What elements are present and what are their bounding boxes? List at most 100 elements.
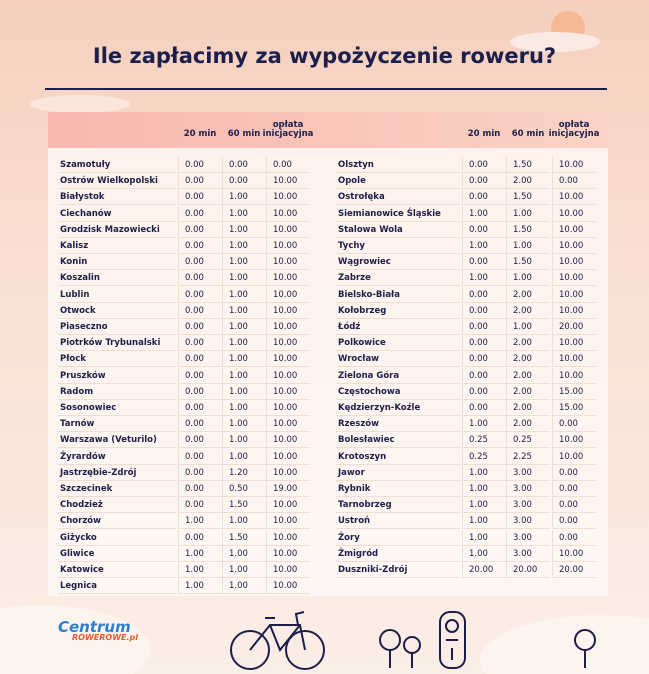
price-cell: 1.00 <box>222 189 266 206</box>
price-cell: 0.00 <box>552 173 596 190</box>
price-cell: 10.00 <box>266 513 310 530</box>
logo-domain: ROWEROWE.pl <box>72 633 139 642</box>
price-cell: 0.00 <box>552 513 596 530</box>
price-cell: 1.00 <box>222 221 266 238</box>
column-header: opłata inicjacyjna <box>548 120 600 139</box>
city-name: Wągrowiec <box>336 254 460 271</box>
price-cell: 10.00 <box>266 464 310 481</box>
column-header: 20 min <box>467 129 501 139</box>
city-name: Koszalin <box>58 270 176 287</box>
price-cell: 3.00 <box>506 513 550 530</box>
city-name: Pruszków <box>58 368 176 384</box>
price-cell: 1.00 <box>222 335 266 352</box>
price-cell: 10.00 <box>266 302 310 319</box>
city-name: Jawor <box>336 465 460 481</box>
city-name: Rybnik <box>336 481 460 497</box>
price-cell: 19.00 <box>266 481 310 497</box>
price-cell: 20.00 <box>552 562 596 578</box>
price-cell: 10.00 <box>266 432 310 449</box>
city-name: Jastrzębie-Zdrój <box>58 465 176 481</box>
price-cell: 10.00 <box>266 254 310 271</box>
price-cell: 15.00 <box>552 383 596 400</box>
city-name: Chorzów <box>58 513 176 530</box>
price-cell: 1.00 <box>222 367 266 384</box>
city-name: Tarnobrzeg <box>336 497 460 514</box>
price-cell: 10.00 <box>266 221 310 238</box>
cloud <box>510 32 600 52</box>
price-cell: 1.00 <box>222 545 266 562</box>
price-cell: 0.00 <box>178 416 222 433</box>
price-cell: 0.00 <box>178 286 222 303</box>
column-header: 60 min <box>511 129 545 139</box>
city-name: Katowice <box>58 562 176 578</box>
column-header: 60 min <box>227 129 261 139</box>
price-cell: 1.00 <box>178 513 222 530</box>
price-cell: 0.00 <box>462 335 506 352</box>
city-name: Żmigród <box>336 546 460 562</box>
city-name: Żyrardów <box>58 449 176 465</box>
price-cell: 3.00 <box>506 529 550 546</box>
price-cell: 10.00 <box>266 319 310 335</box>
price-cell: 0.00 <box>178 173 222 190</box>
price-cell: 0.00 <box>178 319 222 335</box>
price-cell: 0.00 <box>552 464 596 481</box>
price-cell: 10.00 <box>266 416 310 433</box>
price-cell: 0.00 <box>178 529 222 546</box>
price-cell: 3.00 <box>506 464 550 481</box>
price-cell: 1.00 <box>462 205 506 222</box>
price-cell: 1.00 <box>222 416 266 433</box>
city-name: Piotrków Trybunalski <box>58 335 176 352</box>
price-cell: 20.00 <box>506 562 550 578</box>
city-name: Piaseczno <box>58 319 176 335</box>
price-cell: 2.00 <box>506 335 550 352</box>
city-name: Bolesławiec <box>336 432 460 449</box>
price-cell: 0.00 <box>552 481 596 497</box>
city-name: Lublin <box>58 287 176 303</box>
price-cell: 10.00 <box>266 173 310 190</box>
city-name: Otwock <box>58 303 176 319</box>
price-cell: 1.00 <box>178 562 222 578</box>
price-cell: 1.50 <box>506 221 550 238</box>
city-name: Legnica <box>58 578 176 595</box>
city-name: Łódź <box>336 319 460 335</box>
price-cell: 0.00 <box>222 157 266 173</box>
city-name: Zabrze <box>336 270 460 287</box>
price-cell: 0.00 <box>462 221 506 238</box>
column-header: opłata inicjacyjna <box>262 120 314 139</box>
price-cell: 0.00 <box>552 416 596 433</box>
price-cell: 1.50 <box>506 189 550 206</box>
price-cell: 1.00 <box>222 383 266 400</box>
price-cell: 10.00 <box>552 157 596 173</box>
price-cell: 10.00 <box>552 335 596 352</box>
city-name: Zielona Góra <box>336 368 460 384</box>
city-name: Stalowa Wola <box>336 222 460 238</box>
price-cell: 15.00 <box>552 400 596 416</box>
price-cell: 0.00 <box>178 221 222 238</box>
price-cell: 10.00 <box>552 351 596 368</box>
price-cell: 20.00 <box>552 319 596 335</box>
logo-name: Centrum <box>58 618 131 636</box>
price-cell: 0.00 <box>462 400 506 416</box>
price-cell: 0.00 <box>462 173 506 190</box>
price-cell: 10.00 <box>552 545 596 562</box>
price-cell: 10.00 <box>552 367 596 384</box>
city-name: Ostrów Wielkopolski <box>58 173 176 190</box>
price-cell: 1.00 <box>222 578 266 595</box>
price-cell: 10.00 <box>266 562 310 578</box>
price-cell: 0.00 <box>462 254 506 271</box>
price-cell: 0.00 <box>552 529 596 546</box>
price-cell: 2.00 <box>506 383 550 400</box>
price-cell: 0.25 <box>462 432 506 449</box>
price-cell: 0.00 <box>552 497 596 514</box>
price-cell: 1.00 <box>462 416 506 433</box>
price-cell: 1.00 <box>462 529 506 546</box>
price-cell: 10.00 <box>552 432 596 449</box>
price-cell: 10.00 <box>266 367 310 384</box>
price-cell: 0.00 <box>462 189 506 206</box>
price-cell: 0.00 <box>462 319 506 335</box>
price-cell: 1.00 <box>462 497 506 514</box>
price-cell: 1.00 <box>222 254 266 271</box>
city-name: Tarnów <box>58 416 176 433</box>
price-cell: 0.00 <box>178 448 222 465</box>
